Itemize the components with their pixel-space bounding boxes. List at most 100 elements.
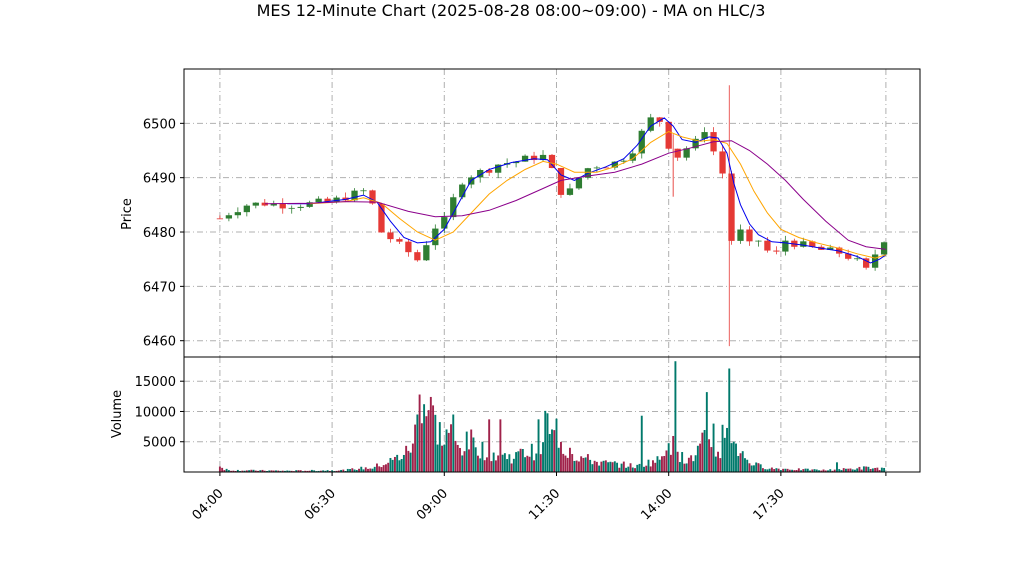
candle-body bbox=[548, 154, 556, 169]
volume-bar bbox=[761, 468, 764, 472]
volume-bar bbox=[248, 470, 251, 472]
volume-bar bbox=[353, 469, 356, 472]
volume-bar bbox=[508, 454, 511, 472]
volume-bar bbox=[815, 469, 818, 472]
candle-body bbox=[315, 198, 322, 203]
volume-bar bbox=[685, 463, 688, 472]
candle-body bbox=[351, 190, 358, 201]
price-y-tick-label: 6500 bbox=[143, 117, 176, 132]
x-tick-label: 14:00 bbox=[638, 486, 675, 523]
volume-bar bbox=[809, 470, 812, 472]
price-axis-label: Price bbox=[120, 198, 135, 230]
volume-bar bbox=[463, 451, 466, 472]
volume-bar bbox=[591, 464, 594, 472]
volume-bar bbox=[241, 470, 244, 472]
volume-bar bbox=[483, 460, 486, 472]
volume-bar bbox=[757, 463, 760, 472]
volume-bar bbox=[703, 430, 706, 472]
candle-body bbox=[647, 117, 654, 131]
candle-body bbox=[441, 217, 448, 229]
volume-bar bbox=[418, 394, 421, 472]
volume-bar bbox=[730, 443, 733, 472]
volume-bar bbox=[492, 452, 495, 472]
volume-bar bbox=[694, 455, 697, 472]
candle-body bbox=[521, 155, 529, 162]
volume-bar bbox=[560, 441, 562, 472]
ma-line bbox=[309, 130, 887, 259]
candle-body bbox=[396, 239, 403, 242]
volume-bar bbox=[521, 449, 524, 472]
volume-bar bbox=[369, 468, 372, 472]
candle-body bbox=[692, 138, 699, 149]
volume-bar bbox=[313, 470, 316, 472]
volume-bar bbox=[290, 470, 293, 472]
candle-body bbox=[800, 241, 807, 247]
volume-bar bbox=[270, 470, 273, 472]
volume-bar bbox=[602, 460, 605, 472]
volume-bar bbox=[678, 462, 681, 472]
volume-bar bbox=[304, 470, 307, 472]
candle-body bbox=[782, 240, 789, 252]
volume-bar bbox=[362, 469, 365, 472]
volume-bar bbox=[452, 414, 455, 472]
volume-bar bbox=[324, 470, 327, 472]
candle-body bbox=[279, 203, 286, 209]
volume-bar bbox=[562, 453, 565, 472]
candle-body bbox=[638, 130, 645, 154]
volume-bar bbox=[667, 443, 670, 472]
volume-bar bbox=[750, 465, 753, 472]
volume-bar bbox=[459, 447, 461, 472]
volume-bar bbox=[634, 468, 636, 472]
volume-bar bbox=[441, 445, 444, 472]
volume-bar bbox=[665, 450, 668, 472]
volume-bar bbox=[773, 469, 776, 472]
candle-body bbox=[423, 245, 430, 261]
candle-body bbox=[324, 198, 331, 202]
volume-bar bbox=[710, 447, 713, 472]
volume-bars bbox=[218, 361, 886, 472]
volume-bar bbox=[714, 456, 717, 472]
volume-bar bbox=[427, 410, 430, 472]
volume-bar bbox=[672, 435, 675, 472]
volume-bar bbox=[609, 461, 612, 472]
x-tick-label: 06:30 bbox=[302, 486, 339, 523]
volume-bar bbox=[528, 456, 531, 472]
candle-body bbox=[306, 202, 313, 207]
volume-bar bbox=[658, 459, 661, 472]
volume-bar bbox=[434, 414, 437, 472]
volume-bar bbox=[589, 459, 592, 472]
volume-bar bbox=[600, 461, 603, 472]
volume-bar bbox=[432, 405, 435, 472]
volume-bar bbox=[880, 467, 883, 472]
volume-bar bbox=[643, 466, 645, 472]
volume-bar bbox=[259, 470, 262, 472]
volume-bar bbox=[584, 457, 587, 472]
volume-bar bbox=[824, 470, 827, 472]
volume-bar bbox=[613, 461, 616, 472]
volume-bar bbox=[791, 469, 794, 472]
volume-bar bbox=[474, 447, 477, 472]
volume-bar bbox=[616, 462, 619, 472]
volume-bar bbox=[380, 467, 383, 472]
candle-body bbox=[764, 240, 771, 251]
volume-bar bbox=[254, 470, 257, 472]
volume-bar bbox=[409, 452, 412, 472]
volume-bar bbox=[717, 451, 720, 472]
volume-bar bbox=[284, 470, 286, 472]
candle-body bbox=[845, 253, 852, 259]
candle-body bbox=[854, 258, 861, 260]
volume-bar bbox=[732, 441, 735, 472]
candle-body bbox=[602, 167, 609, 169]
volume-bar bbox=[779, 470, 782, 472]
volume-bar bbox=[676, 451, 679, 472]
candle-body bbox=[575, 177, 583, 189]
volume-bar bbox=[795, 470, 798, 472]
volume-bar bbox=[755, 462, 758, 472]
candle-body bbox=[530, 155, 538, 161]
volume-bar bbox=[402, 454, 405, 472]
price-y-axis: 6460 6470 6480 6490 6500 bbox=[143, 117, 184, 350]
volume-bar bbox=[411, 443, 414, 472]
candle-body bbox=[261, 202, 268, 206]
volume-bar bbox=[488, 419, 491, 472]
